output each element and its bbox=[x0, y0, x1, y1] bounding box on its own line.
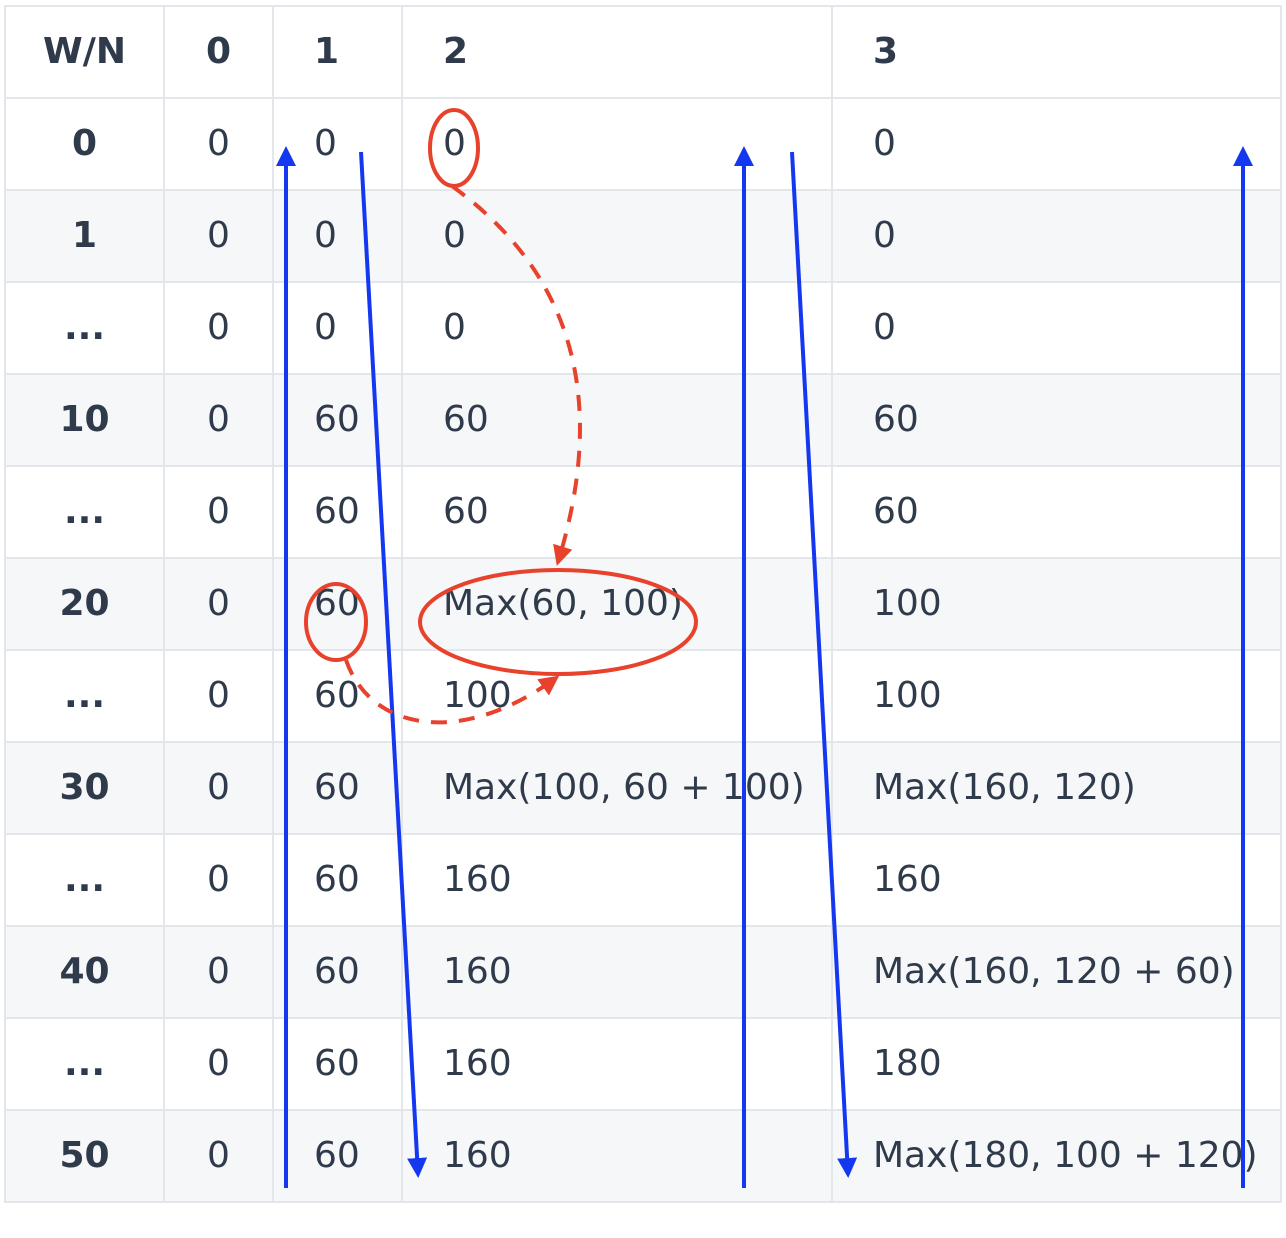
row-weight: ... bbox=[4, 1017, 165, 1111]
cell-n0: 0 bbox=[163, 373, 274, 467]
cell-n2: 0 bbox=[401, 97, 833, 191]
header-n-0: 0 bbox=[163, 5, 274, 99]
cell-n1: 60 bbox=[272, 649, 403, 743]
table-row: ... 0 0 0 0 bbox=[4, 281, 1282, 375]
table-row: ... 0 60 160 160 bbox=[4, 833, 1282, 927]
table-row: 40 0 60 160 Max(160, 120 + 60) bbox=[4, 925, 1282, 1019]
cell-n2: 160 bbox=[401, 1017, 833, 1111]
header-n-2: 2 bbox=[401, 5, 833, 99]
row-weight: 0 bbox=[4, 97, 165, 191]
cell-n0: 0 bbox=[163, 189, 274, 283]
cell-n1: 60 bbox=[272, 557, 403, 651]
cell-n3: 100 bbox=[831, 649, 1282, 743]
cell-n0: 0 bbox=[163, 1109, 274, 1203]
cell-n1: 60 bbox=[272, 1017, 403, 1111]
cell-n3: Max(160, 120 + 60) bbox=[831, 925, 1282, 1019]
table-row: 10 0 60 60 60 bbox=[4, 373, 1282, 467]
table-row: ... 0 60 60 60 bbox=[4, 465, 1282, 559]
row-weight: 1 bbox=[4, 189, 165, 283]
cell-n0: 0 bbox=[163, 1017, 274, 1111]
cell-n0: 0 bbox=[163, 557, 274, 651]
cell-n3: 0 bbox=[831, 281, 1282, 375]
dp-table: W/N 0 1 2 3 0 0 0 0 0 1 0 0 0 0 bbox=[4, 5, 1282, 1203]
cell-n1: 0 bbox=[272, 97, 403, 191]
cell-n0: 0 bbox=[163, 281, 274, 375]
table-row: 20 0 60 Max(60, 100) 100 bbox=[4, 557, 1282, 651]
cell-n0: 0 bbox=[163, 465, 274, 559]
row-weight: 40 bbox=[4, 925, 165, 1019]
cell-n3: 60 bbox=[831, 465, 1282, 559]
row-weight: ... bbox=[4, 649, 165, 743]
cell-n3: 60 bbox=[831, 373, 1282, 467]
cell-n1: 60 bbox=[272, 465, 403, 559]
cell-n2: 160 bbox=[401, 925, 833, 1019]
row-weight: 30 bbox=[4, 741, 165, 835]
cell-n3: 0 bbox=[831, 189, 1282, 283]
cell-n3: 180 bbox=[831, 1017, 1282, 1111]
cell-n2: 160 bbox=[401, 1109, 833, 1203]
cell-n1: 0 bbox=[272, 281, 403, 375]
cell-n2: 100 bbox=[401, 649, 833, 743]
cell-n3: 0 bbox=[831, 97, 1282, 191]
cell-n2: 60 bbox=[401, 373, 833, 467]
row-weight: ... bbox=[4, 281, 165, 375]
row-weight: ... bbox=[4, 465, 165, 559]
cell-n0: 0 bbox=[163, 649, 274, 743]
cell-n2: 0 bbox=[401, 189, 833, 283]
cell-n2: Max(60, 100) bbox=[401, 557, 833, 651]
row-weight: ... bbox=[4, 833, 165, 927]
cell-n0: 0 bbox=[163, 833, 274, 927]
cell-n0: 0 bbox=[163, 97, 274, 191]
dp-table-container: W/N 0 1 2 3 0 0 0 0 0 1 0 0 0 0 bbox=[4, 5, 1282, 1233]
header-w-n: W/N bbox=[4, 5, 165, 99]
cell-n3: 160 bbox=[831, 833, 1282, 927]
cell-n2: 60 bbox=[401, 465, 833, 559]
cell-n2: 160 bbox=[401, 833, 833, 927]
table-row: 30 0 60 Max(100, 60 + 100) Max(160, 120) bbox=[4, 741, 1282, 835]
header-n-1: 1 bbox=[272, 5, 403, 99]
cell-n3: Max(180, 100 + 120) bbox=[831, 1109, 1282, 1203]
table-row: 50 0 60 160 Max(180, 100 + 120) bbox=[4, 1109, 1282, 1203]
cell-n1: 0 bbox=[272, 189, 403, 283]
header-n-3: 3 bbox=[831, 5, 1282, 99]
row-weight: 50 bbox=[4, 1109, 165, 1203]
row-weight: 10 bbox=[4, 373, 165, 467]
cell-n0: 0 bbox=[163, 741, 274, 835]
cell-n1: 60 bbox=[272, 373, 403, 467]
row-weight: 20 bbox=[4, 557, 165, 651]
cell-n2: 0 bbox=[401, 281, 833, 375]
cell-n1: 60 bbox=[272, 1109, 403, 1203]
table-row: 0 0 0 0 0 bbox=[4, 97, 1282, 191]
cell-n1: 60 bbox=[272, 925, 403, 1019]
cell-n3: 100 bbox=[831, 557, 1282, 651]
table-row: ... 0 60 160 180 bbox=[4, 1017, 1282, 1111]
cell-n0: 0 bbox=[163, 925, 274, 1019]
cell-n2: Max(100, 60 + 100) bbox=[401, 741, 833, 835]
table-row: 1 0 0 0 0 bbox=[4, 189, 1282, 283]
cell-n1: 60 bbox=[272, 741, 403, 835]
header-row: W/N 0 1 2 3 bbox=[4, 5, 1282, 99]
table-row: ... 0 60 100 100 bbox=[4, 649, 1282, 743]
cell-n3: Max(160, 120) bbox=[831, 741, 1282, 835]
cell-n1: 60 bbox=[272, 833, 403, 927]
